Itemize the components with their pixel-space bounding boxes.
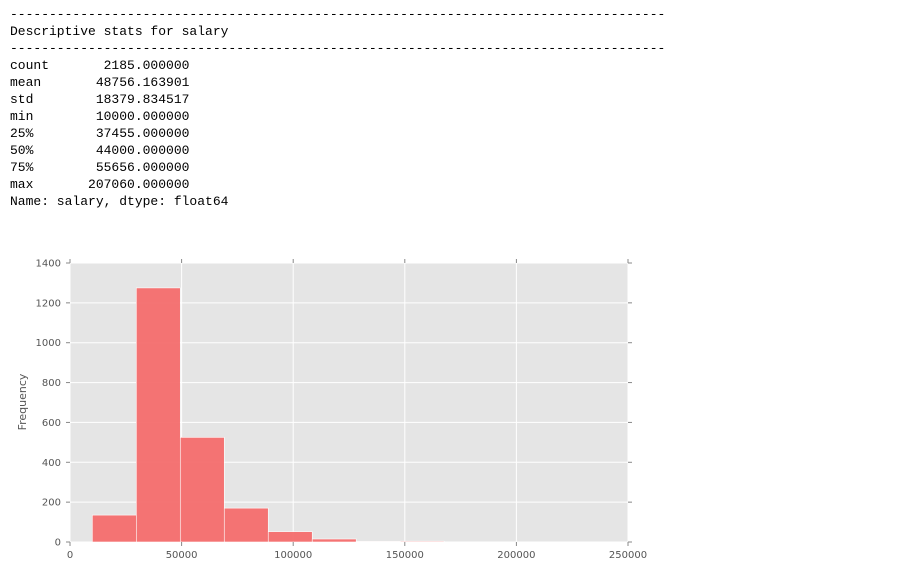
stat-value: 44000.000000 <box>88 143 190 158</box>
stats-output: ----------------------------------------… <box>10 6 665 210</box>
bars <box>92 287 533 543</box>
stat-label: count <box>10 58 89 73</box>
x-tick-label: 0 <box>67 550 73 561</box>
histogram-bar <box>267 531 313 543</box>
stat-label: 25% <box>10 126 89 141</box>
x-tick-label: 50000 <box>166 550 198 561</box>
stat-value: 2185.000000 <box>88 58 190 73</box>
stats-row: min 10000.000000 <box>10 108 665 125</box>
y-tick-label: 1000 <box>36 338 61 349</box>
stat-value: 10000.000000 <box>88 109 190 124</box>
x-tick-label: 200000 <box>497 550 535 561</box>
y-tick-label: 0 <box>55 538 61 549</box>
stat-label: std <box>10 92 89 107</box>
y-tick-label: 800 <box>42 378 61 389</box>
histogram-bar <box>223 507 269 543</box>
histogram-bar <box>179 437 225 543</box>
y-tick-label: 600 <box>42 418 61 429</box>
stat-value: 37455.000000 <box>88 126 190 141</box>
stat-value: 18379.834517 <box>88 92 190 107</box>
histogram-bar <box>355 541 401 543</box>
x-tick-label: 100000 <box>274 550 312 561</box>
stats-row: std 18379.834517 <box>10 91 665 108</box>
x-tick-label: 250000 <box>609 550 647 561</box>
stats-row: 50% 44000.000000 <box>10 142 665 159</box>
stat-label: mean <box>10 75 89 90</box>
stats-heading: Descriptive stats for salary <box>10 24 229 39</box>
histogram-bar <box>92 514 137 543</box>
stats-footer: Name: salary, dtype: float64 <box>10 194 229 209</box>
stats-row: mean 48756.163901 <box>10 74 665 91</box>
y-tick-label: 1200 <box>36 298 61 309</box>
stats-row: 25% 37455.000000 <box>10 125 665 142</box>
stats-row: count 2185.000000 <box>10 57 665 74</box>
stat-label: min <box>10 109 89 124</box>
stats-row: max 207060.000000 <box>10 176 665 193</box>
histogram-chart: 0 50000 100000 150000 200000 250000 0 200 400 600… <box>16 259 648 562</box>
rule-bottom: ----------------------------------------… <box>10 41 666 56</box>
y-tick-label: 200 <box>42 498 61 509</box>
y-tick-label: 1400 <box>36 259 61 270</box>
histogram-bar <box>399 540 445 543</box>
y-axis-label: Frequency <box>16 373 29 430</box>
stat-label: 50% <box>10 143 89 158</box>
stat-value: 48756.163901 <box>88 75 190 90</box>
stat-value: 207060.000000 <box>88 177 190 192</box>
stats-row: 75% 55656.000000 <box>10 159 665 176</box>
axes: 0 50000 100000 150000 200000 250000 0 200 400 600… <box>36 259 648 562</box>
stat-label: max <box>10 177 89 192</box>
histogram-bar <box>311 538 357 543</box>
rule-top: ----------------------------------------… <box>10 7 666 22</box>
stat-label: 75% <box>10 160 89 175</box>
stat-value: 55656.000000 <box>88 160 190 175</box>
histogram-bar <box>136 287 181 543</box>
x-tick-label: 150000 <box>386 550 424 561</box>
y-tick-label: 400 <box>42 458 61 469</box>
